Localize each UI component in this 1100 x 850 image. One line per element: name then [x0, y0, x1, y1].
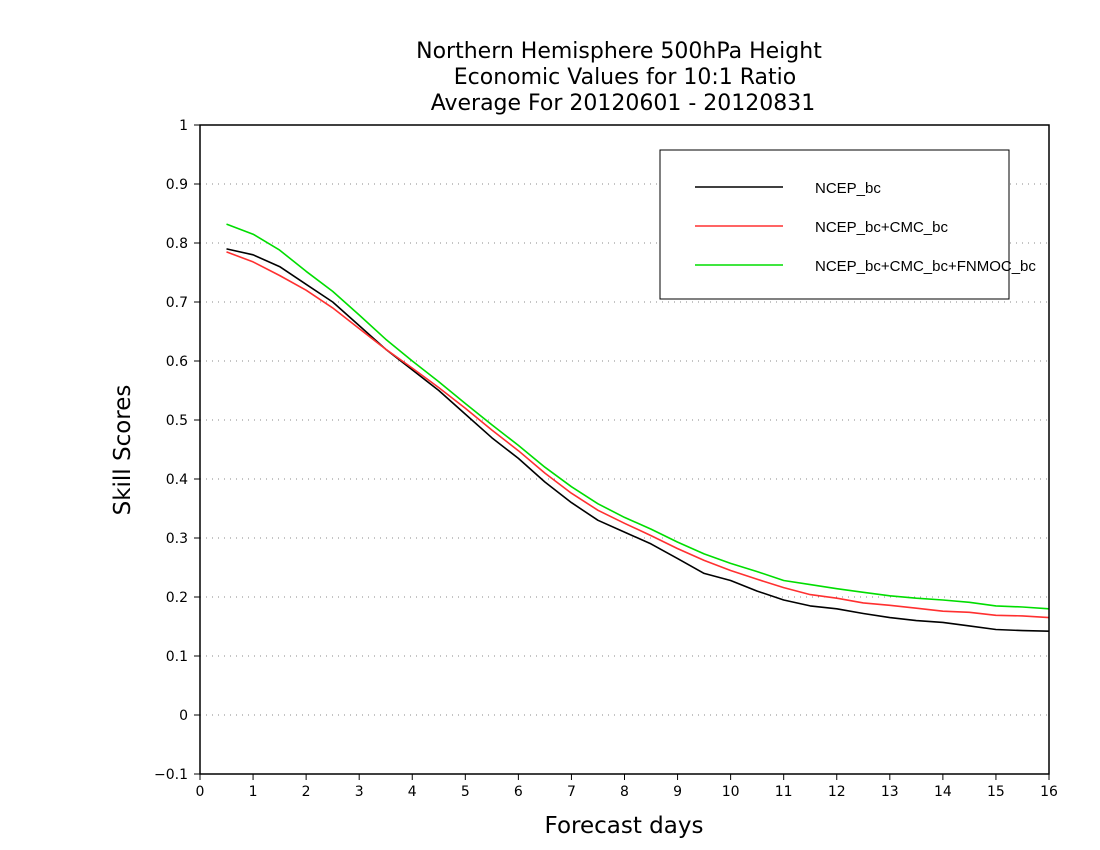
x-tick-label: 15 — [987, 784, 1005, 800]
x-tick-label: 9 — [673, 784, 682, 800]
x-tick-label: 5 — [461, 784, 470, 800]
y-tick-label: 0.3 — [166, 531, 188, 547]
y-tick-label: 0.1 — [166, 649, 188, 665]
x-axis-title: Forecast days — [545, 813, 704, 839]
x-axis-ticks: 0 1 2 3 4 5 6 7 8 9 10 11 12 13 14 15 16 — [196, 774, 1058, 800]
y-tick-label: 0.7 — [166, 295, 188, 311]
y-tick-label: 0.9 — [166, 177, 188, 193]
y-tick-label: 0 — [179, 708, 188, 724]
x-tick-label: 2 — [302, 784, 311, 800]
x-tick-label: 10 — [722, 784, 740, 800]
x-tick-label: 4 — [408, 784, 417, 800]
y-tick-label: −0.1 — [154, 767, 188, 783]
x-tick-label: 8 — [620, 784, 629, 800]
y-tick-label: 1 — [179, 118, 188, 134]
x-tick-label: 11 — [775, 784, 793, 800]
x-tick-label: 3 — [355, 784, 364, 800]
series-line-3 — [226, 223, 1050, 610]
title-line-2: Economic Values for 10:1 Ratio — [454, 65, 796, 90]
title-line-1: Northern Hemisphere 500hPa Height — [416, 39, 822, 64]
y-axis-title: Skill Scores — [110, 385, 136, 516]
x-tick-label: 0 — [196, 784, 205, 800]
x-tick-label: 1 — [249, 784, 258, 800]
title-line-3: Average For 20120601 - 20120831 — [431, 91, 816, 116]
series-line-1 — [226, 248, 1050, 632]
y-tick-label: 0.5 — [166, 413, 188, 429]
x-tick-label: 7 — [567, 784, 576, 800]
series-lines — [226, 223, 1050, 632]
y-tick-label: 0.8 — [166, 236, 188, 252]
legend-label: NCEP_bc+CMC_bc+FNMOC_bc — [815, 258, 1036, 275]
y-tick-label: 0.6 — [166, 354, 188, 370]
legend: NCEP_bc NCEP_bc+CMC_bc NCEP_bc+CMC_bc+FNMO… — [659, 149, 1036, 300]
y-axis-ticks: −0.1 0 0.1 0.2 0.3 0.4 0.5 0.6 0.7 0.8 0.9 1 — [154, 118, 200, 783]
legend-box — [659, 149, 1010, 300]
legend-label: NCEP_bc — [815, 180, 881, 197]
series-line-2 — [226, 251, 1050, 619]
chart-title: Northern Hemisphere 500hPa Height Econom… — [416, 39, 822, 116]
x-tick-label: 13 — [881, 784, 899, 800]
y-tick-label: 0.4 — [166, 472, 188, 488]
legend-label: NCEP_bc+CMC_bc — [815, 219, 948, 236]
x-tick-label: 14 — [934, 784, 952, 800]
x-tick-label: 12 — [828, 784, 846, 800]
x-tick-label: 6 — [514, 784, 523, 800]
x-tick-label: 16 — [1040, 784, 1058, 800]
y-tick-label: 0.2 — [166, 590, 188, 606]
